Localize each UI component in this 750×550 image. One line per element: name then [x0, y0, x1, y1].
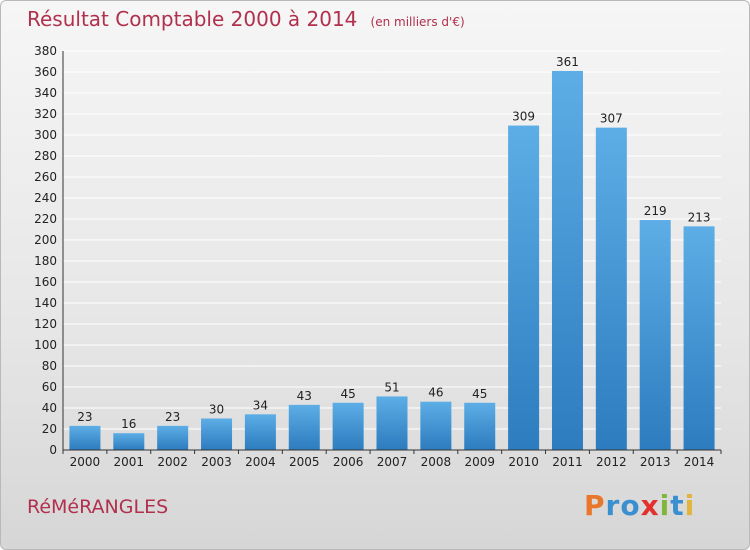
y-tick-label: 40 — [42, 401, 57, 415]
bar — [201, 418, 233, 450]
location-name: RéMéRANGLES — [27, 496, 169, 518]
brand-letter: r — [605, 489, 621, 522]
data-label: 309 — [512, 110, 535, 124]
data-label: 23 — [165, 410, 180, 424]
bar — [244, 414, 276, 450]
data-label: 45 — [472, 387, 487, 401]
bar — [508, 125, 540, 451]
x-tick-label: 2009 — [464, 455, 495, 469]
brand-letter: t — [670, 489, 685, 522]
data-label: 307 — [600, 112, 623, 126]
brand-letter: i — [659, 489, 671, 522]
bar — [551, 70, 583, 450]
y-tick-label: 120 — [34, 317, 57, 331]
x-tick-label: 2010 — [508, 455, 539, 469]
axes: 0 20 40 60 80 100 120 140 160 180 200 220 240 260 280 3… — [34, 44, 722, 469]
y-tick-label: 100 — [34, 338, 57, 352]
y-tick-label: 200 — [34, 233, 57, 247]
y-tick-label: 360 — [34, 65, 57, 79]
x-tick-label: 2008 — [421, 455, 452, 469]
x-tick-label: 2006 — [333, 455, 364, 469]
title-row: Résultat Comptable 2000 à 2014 (en milli… — [27, 7, 465, 31]
x-tick-label: 2004 — [245, 455, 276, 469]
y-tick-label: 320 — [34, 107, 57, 121]
bar — [595, 127, 627, 451]
brand-letter: o — [620, 489, 641, 522]
data-label: 213 — [688, 210, 711, 224]
bar — [69, 425, 101, 450]
bar — [464, 402, 496, 450]
x-tick-label: 2014 — [684, 455, 715, 469]
data-labels: 23 16 23 30 34 43 45 51 46 45 309 361 307 219 213 — [77, 55, 710, 431]
data-label: 34 — [253, 398, 268, 412]
x-tick-label: 2005 — [289, 455, 320, 469]
bar — [420, 401, 452, 450]
data-label: 51 — [384, 380, 399, 394]
y-tick-label: 160 — [34, 275, 57, 289]
x-tick-label: 2007 — [377, 455, 408, 469]
y-tick-label: 60 — [42, 380, 57, 394]
data-label: 219 — [644, 204, 667, 218]
y-tick-label: 80 — [42, 359, 57, 373]
y-tick-label: 180 — [34, 254, 57, 268]
y-tick-label: 140 — [34, 296, 57, 310]
bar — [376, 396, 408, 450]
brand-letter: P — [584, 489, 606, 522]
y-tick-label: 260 — [34, 170, 57, 184]
data-label: 43 — [297, 389, 312, 403]
data-label: 45 — [340, 387, 355, 401]
x-tick-label: 2001 — [114, 455, 145, 469]
bars — [69, 70, 715, 451]
x-tick-label: 2000 — [70, 455, 101, 469]
y-tick-label: 300 — [34, 128, 57, 142]
y-tick-label: 240 — [34, 191, 57, 205]
bar — [157, 425, 189, 450]
bar — [683, 226, 715, 450]
data-label: 16 — [121, 417, 136, 431]
x-tick-label: 2013 — [640, 455, 671, 469]
data-label: 361 — [556, 55, 579, 69]
chart-title: Résultat Comptable 2000 à 2014 — [27, 7, 358, 31]
bar — [639, 220, 671, 450]
chart-subtitle: (en milliers d'€) — [370, 15, 465, 29]
bar — [288, 404, 320, 450]
y-tick-label: 220 — [34, 212, 57, 226]
y-tick-label: 0 — [49, 443, 57, 457]
y-tick-label: 280 — [34, 149, 57, 163]
y-tick-label: 380 — [34, 44, 57, 58]
brand-letter: i — [684, 489, 696, 522]
brand-letter: x — [640, 489, 660, 522]
bar — [113, 433, 145, 450]
data-label: 46 — [428, 386, 443, 400]
brand-logo: Proxiti — [584, 489, 695, 522]
y-tick-label: 340 — [34, 86, 57, 100]
x-tick-label: 2002 — [157, 455, 188, 469]
data-label: 30 — [209, 403, 224, 417]
x-tick-label: 2012 — [596, 455, 627, 469]
bar — [332, 402, 364, 450]
x-tick-label: 2003 — [201, 455, 232, 469]
data-label: 23 — [77, 410, 92, 424]
y-tick-label: 20 — [42, 422, 57, 436]
x-tick-label: 2011 — [552, 455, 583, 469]
